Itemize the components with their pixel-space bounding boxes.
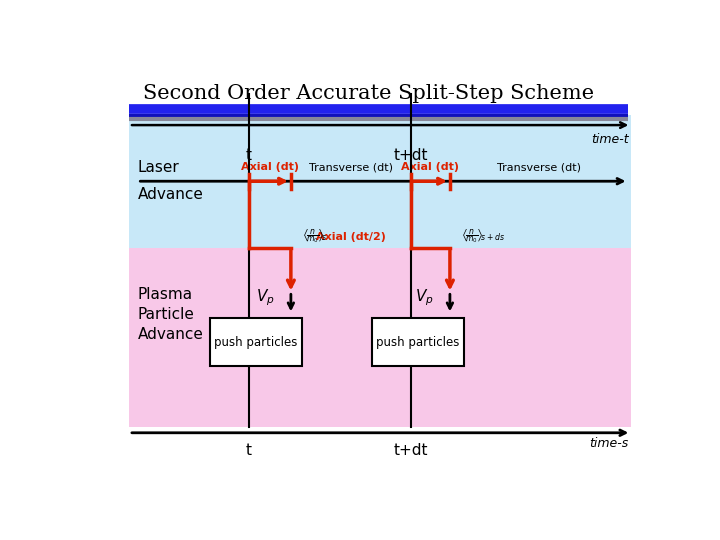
Text: $V_p$: $V_p$ [415, 287, 434, 308]
Text: Advance: Advance [138, 187, 203, 202]
Text: $\left\langle\!\frac{n}{m_0}\!\right\rangle_{\!s+ds}$: $\left\langle\!\frac{n}{m_0}\!\right\ran… [461, 227, 505, 246]
Text: time-t: time-t [591, 133, 629, 146]
Text: Axial (dt): Axial (dt) [241, 162, 299, 172]
Text: t+dt: t+dt [394, 147, 428, 163]
Text: Axial (dt/2): Axial (dt/2) [316, 232, 386, 241]
Text: Transverse (dt): Transverse (dt) [309, 162, 393, 172]
FancyBboxPatch shape [372, 319, 464, 366]
Text: Transverse (dt): Transverse (dt) [498, 162, 581, 172]
Text: $V_p$: $V_p$ [256, 287, 275, 308]
Text: push particles: push particles [376, 336, 459, 349]
Text: t: t [246, 147, 252, 163]
Text: Laser: Laser [138, 160, 179, 175]
Text: t: t [246, 443, 252, 458]
Text: t+dt: t+dt [394, 443, 428, 458]
Text: $\left\langle\!\frac{n}{m_0}\!\right\rangle_{\!s}$: $\left\langle\!\frac{n}{m_0}\!\right\ran… [302, 227, 328, 246]
Text: time-s: time-s [589, 437, 629, 450]
Bar [129, 114, 631, 248]
FancyBboxPatch shape [210, 319, 302, 366]
Text: Second Order Accurate Split-Step Scheme: Second Order Accurate Split-Step Scheme [143, 84, 595, 103]
Bar [129, 248, 631, 427]
Text: Axial (dt): Axial (dt) [401, 162, 459, 172]
Text: push particles: push particles [215, 336, 297, 349]
Text: Plasma
Particle
Advance: Plasma Particle Advance [138, 287, 203, 342]
